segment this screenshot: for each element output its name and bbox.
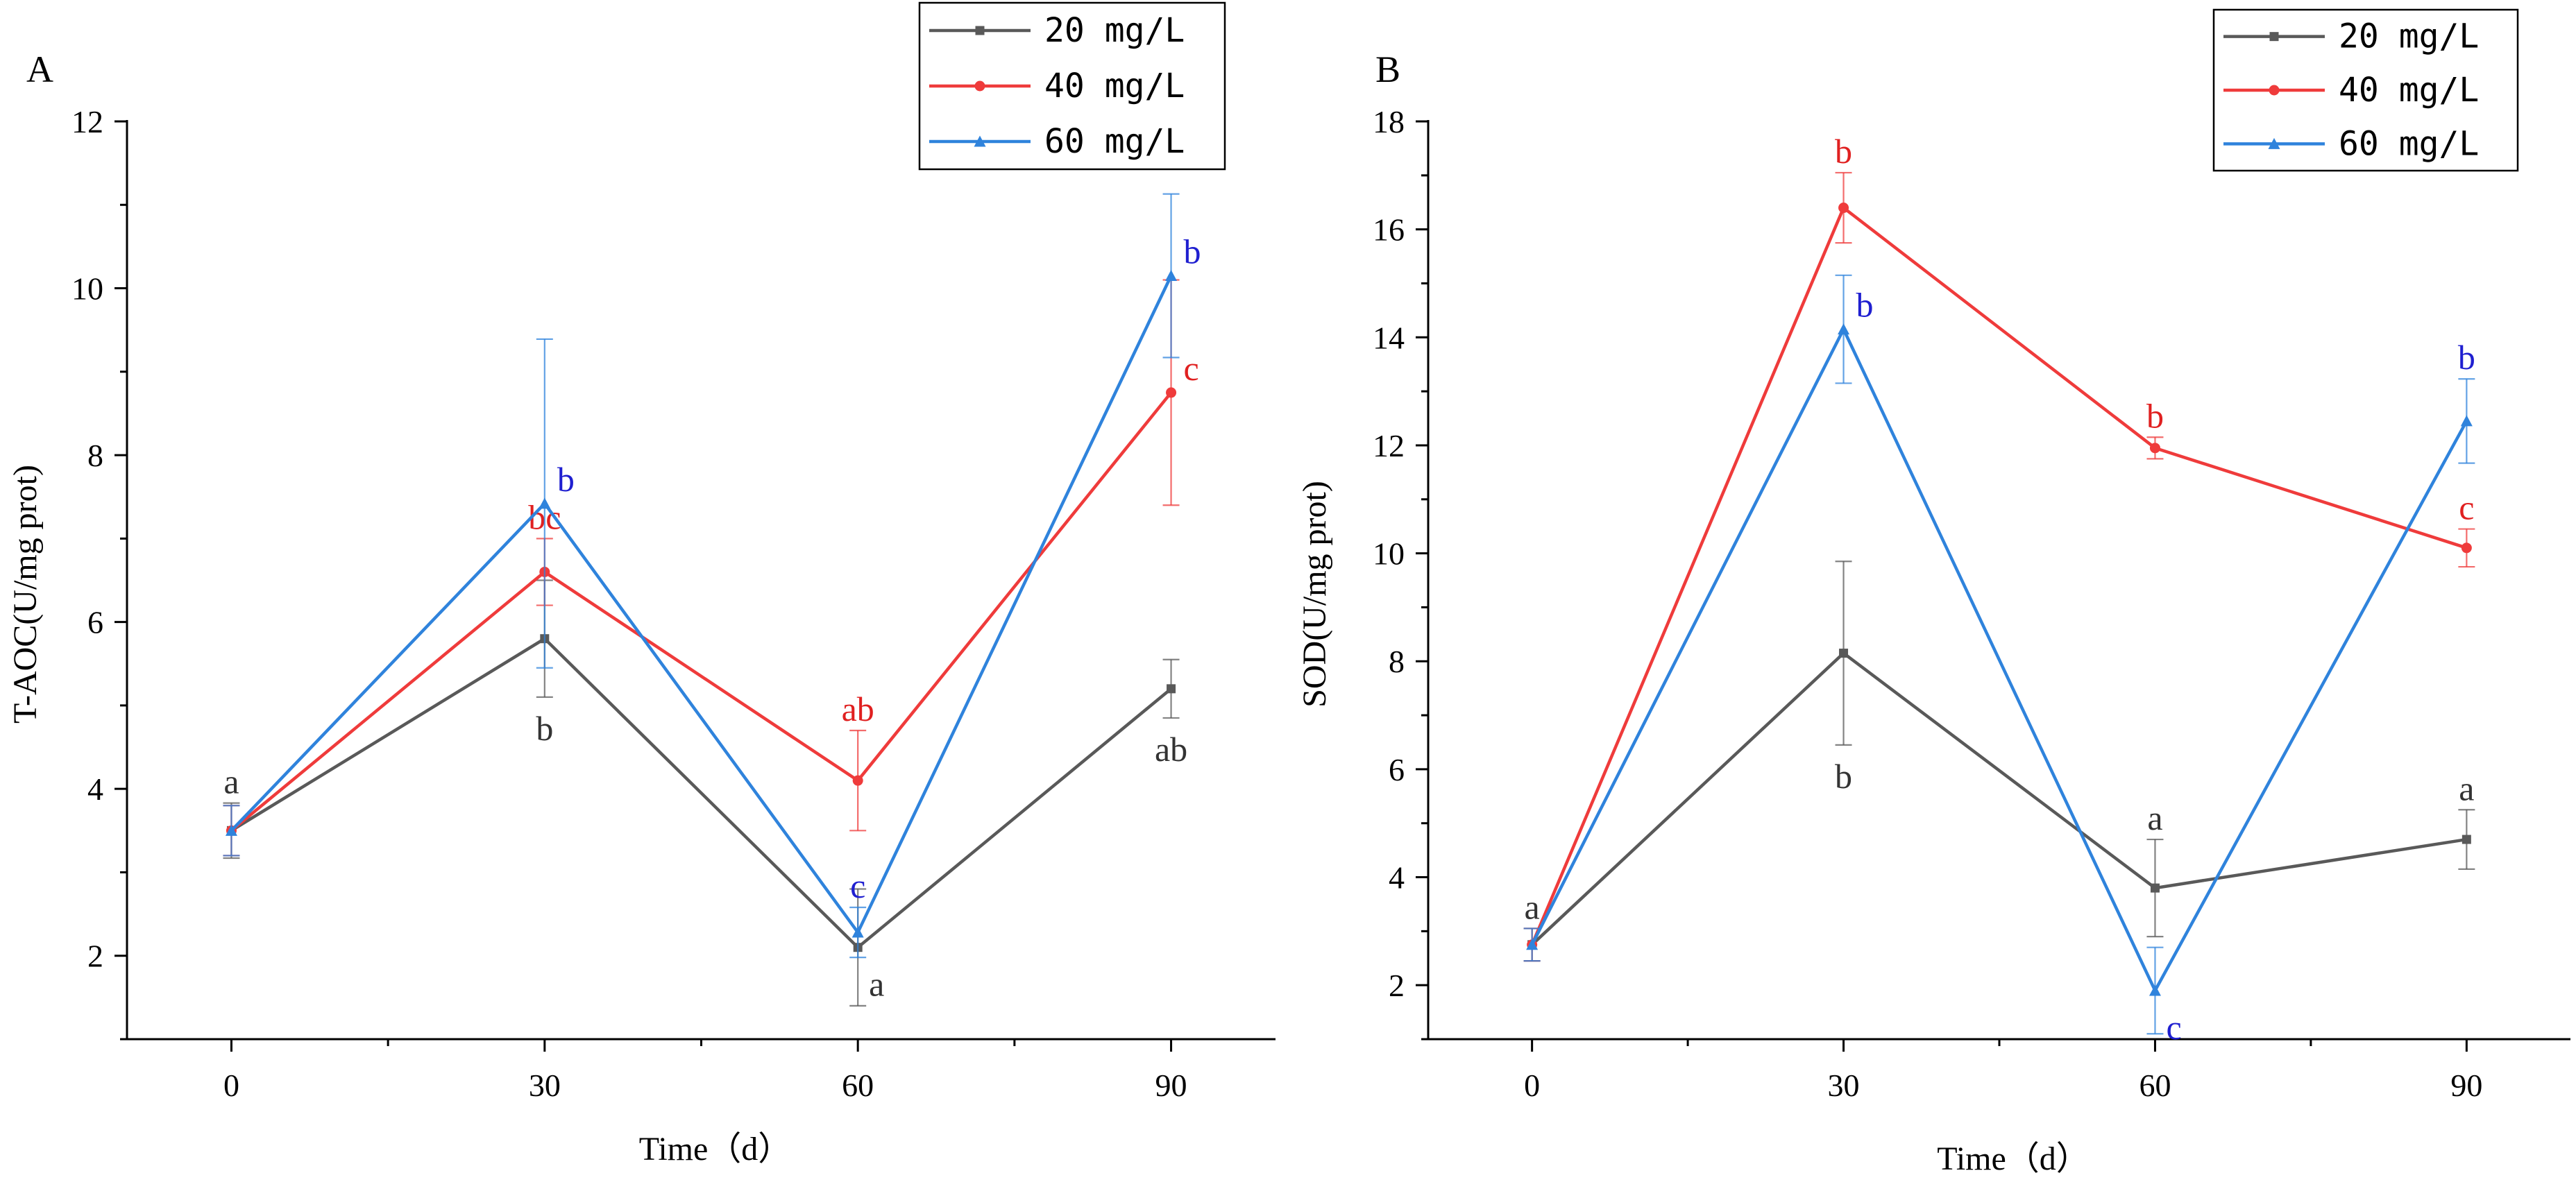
series-line — [1531, 651, 2467, 946]
legend-label: 40 mg/L — [2339, 71, 2479, 110]
panel-label: A — [26, 49, 53, 90]
series-60-mg-l: b c b — [1523, 274, 2475, 1047]
y-tick-label: 2 — [1389, 968, 1405, 1003]
series-60-mg-l: b c b — [223, 193, 1201, 959]
data-point-triangle — [539, 497, 551, 509]
y-tick-label: 4 — [87, 771, 103, 807]
significance-letter: a — [869, 965, 884, 1004]
legend-marker-square — [2269, 32, 2279, 42]
data-point-triangle — [1165, 270, 1178, 282]
data-point-square — [1839, 649, 1849, 658]
significance-letter: a — [2147, 798, 2162, 837]
data-point-triangle — [2149, 984, 2161, 996]
series-line — [1530, 327, 2468, 993]
x-tick-label: 30 — [529, 1068, 561, 1103]
legend-marker-circle — [2269, 85, 2280, 96]
y-tick-label: 8 — [1389, 644, 1405, 679]
data-point-triangle — [1838, 323, 1850, 335]
significance-letter: ab — [1155, 730, 1187, 769]
legend: 20 mg/L 40 mg/L 60 mg/L — [2212, 8, 2519, 172]
data-point-circle — [2149, 443, 2160, 454]
y-tick-label: 10 — [1373, 536, 1405, 572]
legend-marker-square — [975, 26, 985, 35]
legend-label: 60 mg/L — [2339, 124, 2479, 163]
significance-letter: b — [1835, 757, 1852, 796]
significance-letter: b — [2458, 338, 2475, 377]
legend-label: 40 mg/L — [1044, 67, 1185, 105]
significance-letter: b — [1835, 132, 1852, 171]
data-point-circle — [852, 775, 863, 786]
data-point-circle — [1166, 387, 1177, 398]
x-tick-label: 0 — [223, 1068, 239, 1103]
legend-label: 20 mg/L — [1044, 11, 1185, 50]
x-axis-title: Time（d） — [1937, 1140, 2090, 1177]
y-tick-label: 16 — [1373, 212, 1405, 248]
x-tick-label: 30 — [1828, 1068, 1860, 1103]
x-axis-title: Time（d） — [639, 1131, 792, 1168]
significance-letter: b — [1184, 232, 1201, 271]
y-tick-label: 6 — [87, 605, 103, 640]
legend-marker-triangle — [2268, 137, 2280, 149]
y-tick-label: 6 — [1389, 752, 1405, 787]
y-tick-label: 14 — [1373, 320, 1405, 355]
significance-letter: c — [2459, 488, 2474, 527]
significance-letter: b — [2146, 396, 2164, 435]
x-tick-label: 60 — [2139, 1068, 2171, 1103]
data-point-circle — [1838, 203, 1849, 214]
data-point-circle — [2461, 542, 2472, 554]
data-point-square — [1167, 684, 1176, 694]
series-line — [230, 275, 1173, 934]
y-tick-label: 8 — [87, 438, 103, 473]
data-point-triangle — [1526, 939, 1539, 950]
data-point-triangle — [2460, 415, 2473, 427]
y-tick-label: 2 — [87, 939, 103, 974]
y-tick-label: 18 — [1373, 104, 1405, 139]
x-tick-label: 0 — [1524, 1068, 1540, 1103]
legend-label: 60 mg/L — [1044, 122, 1185, 161]
significance-letter: c — [2166, 1008, 2181, 1047]
legend-marker-triangle — [974, 135, 986, 147]
y-tick-label: 4 — [1389, 860, 1405, 896]
legend-marker-circle — [974, 80, 985, 92]
significance-letter: b — [557, 460, 575, 499]
x-tick-label: 90 — [2450, 1068, 2482, 1103]
panel-b: B 2 4 6 8 10 12 14 16 18 0 30 60 90 Time（d） SOD(U/mg pr… — [1296, 8, 2570, 1177]
x-tick-label: 60 — [842, 1068, 874, 1103]
series-line — [230, 637, 1172, 949]
panel-label: B — [1375, 49, 1400, 90]
data-point-triangle — [225, 824, 237, 836]
series-line — [230, 391, 1173, 832]
x-tick-label: 90 — [1155, 1068, 1187, 1103]
legend: 20 mg/L 40 mg/L 60 mg/L — [918, 1, 1226, 171]
data-point-square — [2150, 883, 2160, 893]
significance-letter: a — [1525, 887, 1540, 926]
significance-letter: c — [1184, 349, 1199, 388]
y-tick-label: 10 — [71, 271, 103, 307]
y-axis-title: SOD(U/mg prot) — [1296, 481, 1333, 708]
significance-letter: a — [223, 762, 239, 801]
series-line — [1530, 206, 2468, 946]
significance-letter: b — [1856, 286, 1874, 325]
data-point-square — [2461, 835, 2471, 844]
significance-letter: b — [536, 709, 553, 748]
significance-letter: ab — [842, 690, 874, 728]
y-tick-label: 12 — [1373, 428, 1405, 463]
y-axis-title: T-AOC(U/mg prot) — [7, 465, 44, 724]
legend-label: 20 mg/L — [2339, 17, 2479, 56]
significance-letter: c — [850, 866, 865, 905]
data-point-triangle — [851, 926, 864, 938]
y-tick-label: 12 — [71, 104, 103, 139]
panel-a: A 2 4 6 8 10 12 0 30 60 90 Time（d） T-AOC(U/mg prot) a… — [7, 1, 1276, 1168]
significance-letter: a — [2459, 769, 2474, 807]
